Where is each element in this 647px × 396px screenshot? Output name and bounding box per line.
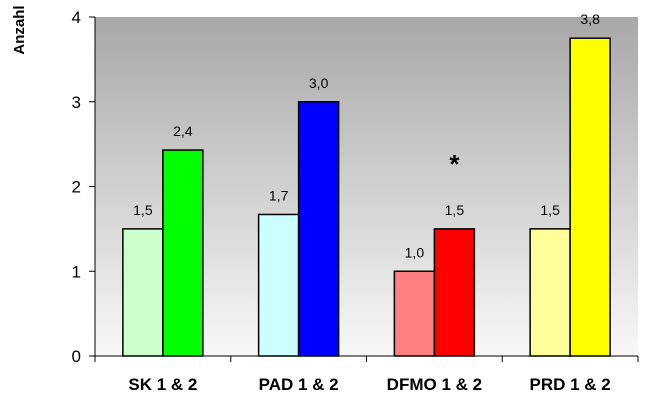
data-label: 1,5	[540, 202, 560, 218]
y-tick-label: 0	[72, 347, 81, 366]
data-label: 1,5	[445, 202, 465, 218]
category-label: SK 1 & 2	[128, 375, 197, 394]
y-tick-label: 2	[72, 178, 81, 197]
data-label: 2,4	[173, 123, 193, 139]
y-tick-label: 3	[72, 93, 81, 112]
y-tick-label: 1	[72, 262, 81, 281]
category-label: DFMO 1 & 2	[387, 375, 482, 394]
bar	[529, 228, 571, 357]
data-label: 1,5	[133, 202, 153, 218]
y-tick-label: 4	[72, 8, 81, 27]
data-label: 1,7	[269, 187, 289, 203]
bars	[122, 37, 611, 357]
bar	[433, 228, 476, 357]
labels: 1,5 2,4 SK 1 & 2 1,7 3,0 PAD 1 & 2 1,0 1,5 DFMO …	[128, 11, 610, 394]
category-label: PRD 1 & 2	[530, 375, 611, 394]
data-label: 3,8	[580, 11, 600, 27]
bar	[122, 228, 164, 357]
data-label: 3,0	[309, 75, 329, 91]
bar	[162, 149, 204, 357]
category-label: PAD 1 & 2	[259, 375, 339, 394]
significance-marker: *	[449, 149, 460, 179]
bar	[393, 270, 436, 357]
y-axis-label: Anzahl	[11, 5, 28, 54]
data-label: 1,0	[405, 244, 425, 260]
bar	[257, 213, 300, 357]
bar	[569, 37, 611, 357]
bar	[297, 101, 340, 357]
